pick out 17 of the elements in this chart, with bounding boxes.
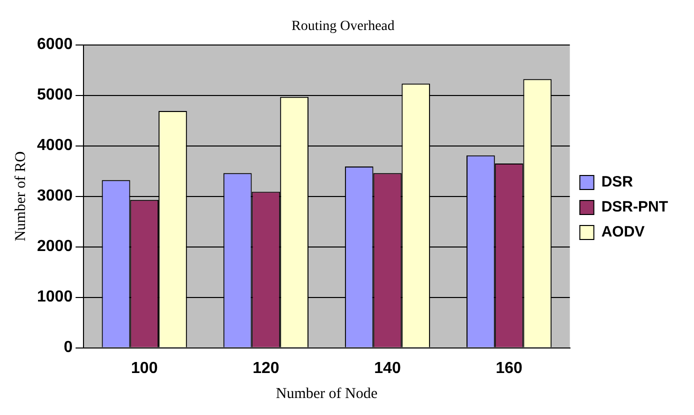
y-tick-label: 1000 (37, 288, 73, 306)
y-tick-label: 4000 (37, 137, 73, 154)
x-tick-label: 140 (374, 360, 401, 377)
x-tick-label: 100 (131, 360, 158, 377)
x-axis-title: Number of Node (276, 386, 378, 402)
legend-label: DSR (601, 174, 634, 191)
y-tick-label: 2000 (37, 238, 73, 256)
y-axis-title: Number of RO (12, 151, 29, 242)
x-tick-label: 160 (496, 360, 522, 377)
y-tick-label: 3000 (37, 188, 73, 205)
legend-label: AODV (601, 224, 645, 241)
y-tick-label: 6000 (37, 36, 73, 54)
chart-title: Routing Overhead (291, 19, 395, 34)
y-tick-label: 5000 (37, 86, 73, 104)
y-tick-label: 0 (64, 339, 73, 356)
x-tick-label: 120 (252, 360, 280, 377)
legend-label: DSR-PNT (601, 198, 668, 216)
